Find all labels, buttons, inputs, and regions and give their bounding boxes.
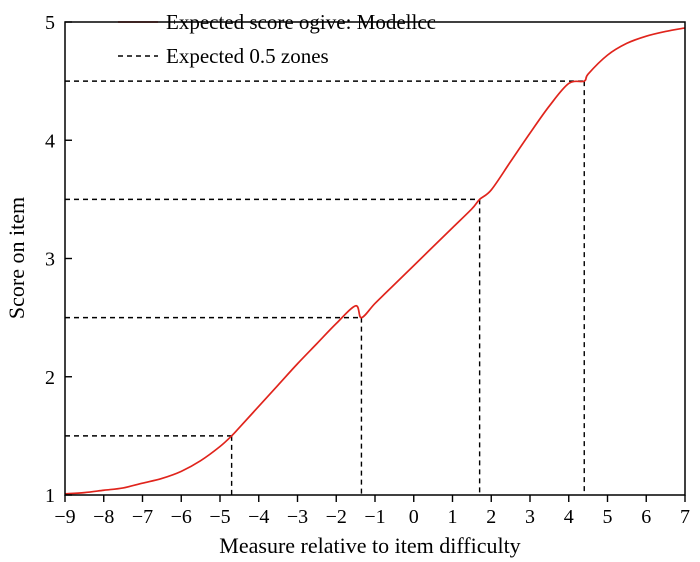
x-tick-label: −6 [171,506,192,528]
x-tick-label: −9 [54,506,75,528]
x-tick-label: 7 [680,506,690,528]
x-axis-title: Measure relative to item difficulty [219,533,520,558]
y-axis-title: Score on item [4,197,29,319]
x-tick-label: 6 [641,506,651,528]
x-tick-label: −1 [364,506,385,528]
legend-label-zones: Expected 0.5 zones [166,44,329,68]
y-tick-label: 2 [45,367,55,389]
ogive-layer [64,27,686,495]
y-tick-label: 3 [45,249,55,271]
x-tick-label: 0 [409,506,419,528]
x-tick-label: −4 [248,506,269,528]
plot-frame [64,21,686,496]
x-tick-label: 5 [603,506,613,528]
x-tick-label: 1 [448,506,458,528]
x-tick-label: 4 [564,506,574,528]
zone-lines [65,80,585,495]
x-tick-label: −7 [132,506,153,528]
x-tick-label: −3 [287,506,308,528]
y-tick-label: 5 [45,12,55,34]
x-tick-label: −5 [209,506,230,528]
x-tick-label: −8 [93,506,114,528]
x-tick-label: 2 [486,506,496,528]
y-axis: 1 2 3 4 5 [45,12,72,507]
ogive-line [64,27,686,495]
x-tick-label: 3 [525,506,535,528]
y-tick-label: 1 [45,485,55,507]
x-axis: −9 −8 −7 −6 −5 −4 −3 −2 −1 0 1 2 3 4 5 6 7 [54,495,690,528]
x-tick-label: −2 [326,506,347,528]
y-tick-label: 4 [45,130,55,152]
legend: Expected score ogive: Modellcc Expected … [118,10,436,68]
